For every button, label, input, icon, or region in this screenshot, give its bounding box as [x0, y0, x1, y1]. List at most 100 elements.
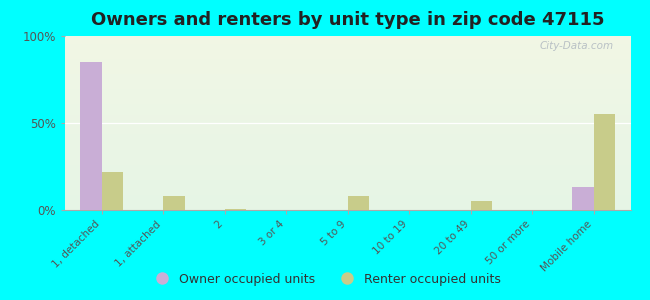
Bar	[65, 44, 630, 45]
Bar	[65, 98, 630, 99]
Bar	[65, 72, 630, 73]
Bar	[65, 122, 630, 123]
Bar	[65, 59, 630, 60]
Bar	[65, 112, 630, 113]
Bar	[65, 196, 630, 197]
Bar	[65, 128, 630, 129]
Bar	[65, 120, 630, 121]
Bar	[65, 197, 630, 198]
Bar	[65, 40, 630, 41]
Bar	[163, 196, 185, 210]
Bar	[65, 88, 630, 89]
Bar	[65, 93, 630, 94]
Bar	[65, 52, 630, 53]
Bar	[65, 65, 630, 66]
Bar	[65, 193, 630, 194]
Bar	[65, 66, 630, 67]
Bar	[65, 56, 630, 57]
Bar	[65, 53, 630, 54]
Bar	[65, 68, 630, 69]
Bar	[65, 55, 630, 56]
Bar	[65, 105, 630, 106]
Bar	[65, 153, 630, 154]
Bar	[65, 60, 630, 61]
Bar	[65, 162, 630, 163]
Bar	[65, 80, 630, 81]
Bar	[65, 189, 630, 190]
Bar	[65, 116, 630, 117]
Bar	[65, 181, 630, 182]
Bar	[65, 209, 630, 210]
Bar	[65, 192, 630, 193]
Bar	[65, 89, 630, 90]
Bar	[65, 157, 630, 158]
Bar	[65, 143, 630, 144]
Bar	[65, 114, 630, 115]
Bar	[65, 69, 630, 70]
Bar	[65, 78, 630, 79]
Bar	[65, 41, 630, 42]
Bar	[65, 152, 630, 153]
Bar	[65, 124, 630, 125]
Bar	[348, 196, 369, 210]
Bar	[65, 119, 630, 120]
Bar	[65, 176, 630, 177]
Bar	[65, 201, 630, 202]
Bar	[65, 194, 630, 195]
Bar	[65, 111, 630, 112]
Bar	[65, 147, 630, 148]
Bar	[65, 84, 630, 85]
Bar	[65, 38, 630, 39]
Bar	[65, 185, 630, 186]
Bar	[65, 95, 630, 96]
Bar	[65, 97, 630, 98]
Bar	[65, 108, 630, 109]
Bar	[65, 186, 630, 187]
Bar	[65, 100, 630, 101]
Bar	[65, 202, 630, 203]
Bar	[65, 85, 630, 86]
Bar	[65, 205, 630, 206]
Bar	[65, 198, 630, 199]
Bar	[65, 100, 630, 101]
Bar	[65, 43, 630, 44]
Bar	[65, 133, 630, 134]
Bar	[65, 117, 630, 118]
Bar	[65, 180, 630, 181]
Bar	[65, 83, 630, 84]
Bar	[102, 172, 124, 210]
Bar	[65, 51, 630, 52]
Bar	[65, 46, 630, 47]
Bar	[65, 175, 630, 176]
Bar	[65, 159, 630, 160]
Bar	[65, 107, 630, 108]
Bar	[65, 136, 630, 137]
Bar	[65, 61, 630, 62]
Bar	[65, 39, 630, 40]
Bar	[65, 92, 630, 93]
Bar	[65, 169, 630, 170]
Bar	[65, 168, 630, 169]
Bar	[65, 178, 630, 179]
Bar	[65, 125, 630, 126]
Bar	[81, 62, 102, 210]
Bar	[65, 123, 630, 124]
Bar	[65, 131, 630, 132]
Bar	[593, 114, 615, 210]
Bar	[65, 163, 630, 164]
Bar	[225, 209, 246, 210]
Bar	[65, 45, 630, 46]
Bar	[65, 115, 630, 116]
Bar	[65, 127, 630, 128]
Bar	[65, 96, 630, 97]
Bar	[65, 62, 630, 63]
Bar	[65, 154, 630, 155]
Text: City-Data.com: City-Data.com	[540, 41, 614, 51]
Bar	[65, 64, 630, 65]
Bar	[65, 75, 630, 76]
Bar	[65, 57, 630, 58]
Bar	[65, 77, 630, 78]
Bar	[65, 188, 630, 189]
Bar	[65, 73, 630, 74]
Bar	[65, 183, 630, 184]
